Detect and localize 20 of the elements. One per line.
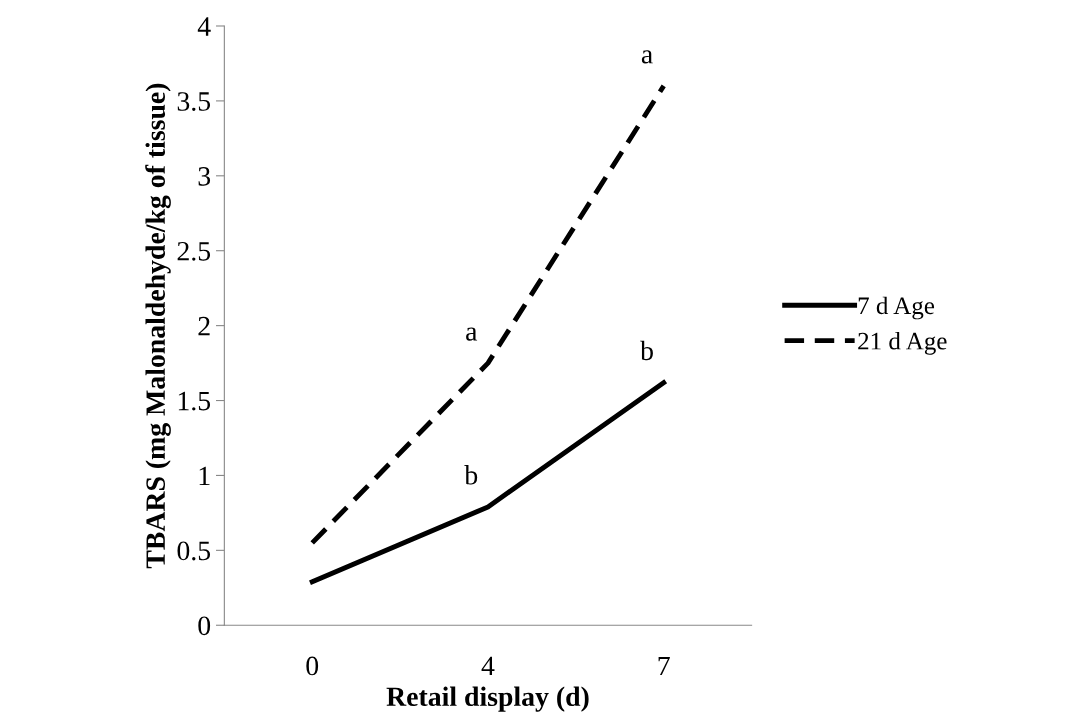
y-tick-label: 1	[199, 466, 210, 486]
annotation: b	[464, 465, 478, 485]
x-tick-label: 7	[658, 656, 670, 676]
y-tick-label: 1.5	[178, 391, 211, 411]
y-tick-label: 0.5	[177, 541, 211, 561]
x-axis-title: Retail display (d)	[386, 686, 589, 712]
x-tick-label: 0	[306, 656, 319, 676]
x-tick-label: 4	[481, 656, 495, 676]
legend-label: 21 d Age	[858, 332, 947, 355]
y-tick-label: 0	[198, 616, 211, 636]
legend-label: 7 d Age	[858, 296, 935, 320]
annotation: b	[640, 340, 653, 361]
y-tick-label: 3	[198, 167, 211, 186]
y-axis-title: TBARS (mg Malonaldehyde/kg of tissue)	[145, 83, 171, 569]
y-tick-label: 4	[197, 17, 211, 36]
y-tick-label: 2.5	[177, 241, 211, 261]
annotation: a	[466, 327, 478, 341]
y-tick-label: 3.5	[177, 92, 211, 111]
y-tick-label: 2	[198, 316, 210, 336]
annotation: a	[641, 50, 653, 64]
